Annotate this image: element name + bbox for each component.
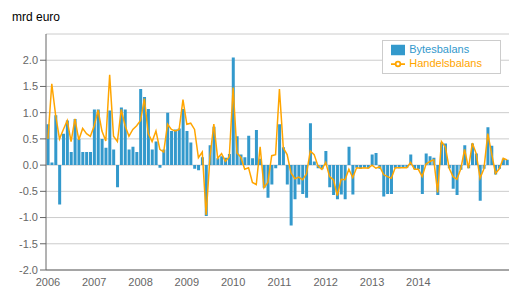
svg-text:2.0: 2.0 [23, 54, 38, 66]
svg-text:-2.0: -2.0 [19, 264, 38, 276]
svg-text:0.0: 0.0 [23, 159, 38, 171]
svg-text:0.5: 0.5 [23, 133, 38, 145]
svg-text:2012: 2012 [313, 276, 337, 288]
svg-text:2014: 2014 [406, 276, 430, 288]
svg-text:2006: 2006 [36, 276, 60, 288]
svg-text:2008: 2008 [128, 276, 152, 288]
html-text:Handelsbalans: Handelsbalans [409, 57, 482, 70]
svg-text:2007: 2007 [82, 276, 106, 288]
svg-text:2009: 2009 [175, 276, 199, 288]
svg-text:1.5: 1.5 [23, 80, 38, 92]
html-text:Bytesbalans: Bytesbalans [409, 43, 470, 55]
svg-text:2010: 2010 [221, 276, 245, 288]
svg-text:-1.5: -1.5 [19, 238, 38, 250]
svg-text:1.0: 1.0 [23, 107, 38, 119]
svg-text:-0.5: -0.5 [19, 185, 38, 197]
svg-text:-1.0: -1.0 [19, 211, 38, 223]
html-text:mrd euro: mrd euro [12, 10, 60, 24]
svg-text:2013: 2013 [360, 276, 384, 288]
svg-text:2011: 2011 [268, 276, 292, 288]
